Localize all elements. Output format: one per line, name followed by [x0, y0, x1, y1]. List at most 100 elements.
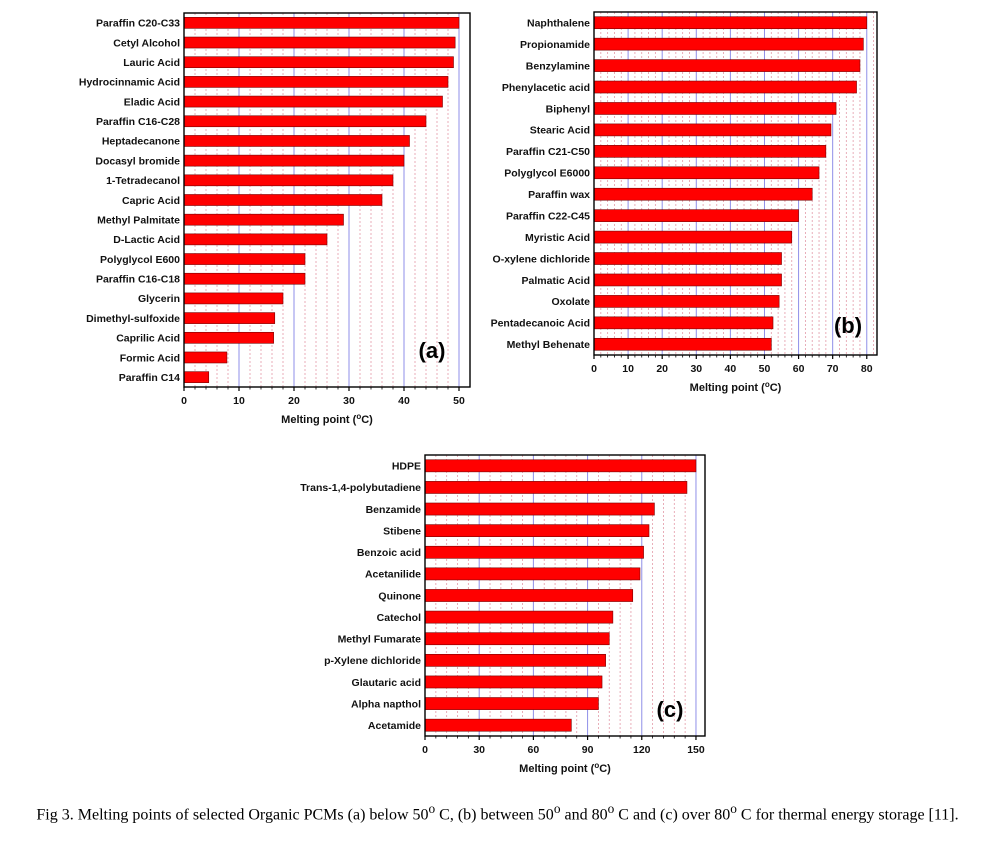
- bar: [424, 675, 603, 689]
- category-label: Biphenyl: [546, 103, 590, 115]
- x-axis-label-text: Melting point (: [281, 414, 356, 426]
- x-axis-label-text: Melting point (: [519, 763, 594, 775]
- category-label: Quinone: [378, 590, 421, 602]
- category-label: D-Lactic Acid: [113, 234, 180, 246]
- bar: [424, 481, 688, 494]
- x-axis-label-degree: o: [594, 761, 599, 770]
- category-label: Glycerin: [138, 293, 180, 305]
- bar: [593, 145, 827, 158]
- x-tick-label: 30: [343, 395, 355, 407]
- category-label: Stibene: [383, 525, 421, 537]
- x-axis-label-unit: C): [361, 414, 373, 426]
- caption-text-1: Fig 3. Melting points of selected Organi…: [36, 806, 429, 824]
- category-label: Paraffin C16-C28: [96, 116, 180, 128]
- x-tick-label: 80: [861, 363, 873, 375]
- x-axis-label-degree: o: [356, 412, 361, 421]
- category-label: Paraffin C14: [119, 372, 180, 384]
- bar: [424, 610, 614, 624]
- x-tick-label: 20: [288, 395, 300, 407]
- caption-degree-3: o: [607, 801, 615, 816]
- caption-degree-4: o: [730, 801, 737, 816]
- category-label: Paraffin C21-C50: [506, 146, 590, 158]
- category-label: Pentadecanoic Acid: [491, 318, 590, 330]
- bar: [593, 59, 861, 72]
- x-tick-label: 30: [473, 744, 485, 756]
- category-label: Benzylamine: [526, 60, 590, 72]
- x-tick-label: 30: [690, 363, 702, 375]
- bar: [424, 589, 634, 602]
- caption-text-2: C, (b) between 50: [435, 806, 554, 824]
- category-label: Acetanilide: [365, 569, 421, 581]
- x-tick-label: 50: [759, 363, 771, 375]
- bar: [424, 459, 697, 473]
- category-label: Polyglycol E600: [100, 254, 180, 266]
- category-label: Cetyl Alcohol: [113, 37, 180, 49]
- category-label: Paraffin C20-C33: [96, 18, 180, 30]
- x-axis-label-unit: C): [770, 382, 782, 394]
- bar: [593, 123, 832, 137]
- category-label: Trans-1,4-polybutadiene: [300, 482, 421, 494]
- bar: [593, 166, 820, 180]
- category-label: Glautaric acid: [352, 677, 421, 689]
- x-axis-label-degree: o: [765, 380, 770, 389]
- category-label: Capric Acid: [122, 195, 180, 207]
- caption-text-4: C and (c) over 80: [614, 806, 731, 824]
- x-axis-label: Melting point (oC): [690, 380, 782, 394]
- category-label: Methyl Fumarate: [338, 634, 422, 646]
- x-tick-label: 150: [687, 744, 705, 756]
- category-label: Naphthalene: [527, 18, 590, 30]
- bar: [593, 16, 868, 30]
- plot-frame: [593, 11, 878, 356]
- x-tick-label: 10: [233, 395, 245, 407]
- x-tick-label: 90: [582, 744, 594, 756]
- category-label: Hydrocinnamic Acid: [79, 77, 180, 89]
- category-label: Methyl Palmitate: [97, 214, 180, 226]
- bar: [593, 209, 799, 222]
- category-label: Benzoic acid: [357, 547, 421, 559]
- x-axis-label: Melting point (oC): [519, 761, 611, 775]
- category-label: Polyglycol E6000: [504, 168, 590, 180]
- bar: [593, 316, 774, 330]
- x-tick-label: 10: [622, 363, 634, 375]
- bar: [424, 502, 655, 516]
- category-label: Palmatic Acid: [522, 275, 590, 287]
- category-label: Lauric Acid: [123, 57, 180, 69]
- bar: [593, 37, 864, 51]
- x-tick-label: 60: [793, 363, 805, 375]
- caption-text-3: and 80: [560, 806, 608, 824]
- x-axis-label-unit: C): [599, 763, 611, 775]
- category-label: Paraffin C22-C45: [506, 210, 590, 222]
- figure-caption: Fig 3. Melting points of selected Organi…: [0, 798, 995, 826]
- category-label: Phenylacetic acid: [502, 82, 590, 94]
- x-axis-label-text: Melting point (: [690, 382, 765, 394]
- category-label: Alpha napthol: [351, 698, 421, 710]
- caption-degree-1: o: [428, 801, 436, 816]
- caption-degree-2: o: [553, 801, 561, 816]
- category-label: Catechol: [377, 612, 421, 624]
- bar: [424, 632, 610, 646]
- bar: [424, 545, 644, 559]
- x-tick-label: 0: [181, 395, 187, 407]
- chart-c: HDPE Trans-1,4-polybutadiene Benzamide Stib…: [300, 454, 706, 775]
- bar: [593, 80, 857, 94]
- bar: [424, 653, 606, 667]
- category-label: Docasyl bromide: [95, 155, 180, 167]
- x-tick-label: 20: [656, 363, 668, 375]
- x-tick-label: 50: [453, 395, 465, 407]
- category-label: O-xylene dichloride: [493, 253, 591, 265]
- category-label: Heptadecanone: [102, 136, 180, 148]
- x-tick-label: 0: [591, 363, 597, 375]
- x-tick-label: 60: [528, 744, 540, 756]
- category-label: Acetamide: [368, 720, 421, 732]
- panel-label: (b): [834, 313, 862, 338]
- category-label: Paraffin C16-C18: [96, 274, 180, 286]
- category-label: Propionamide: [520, 39, 590, 51]
- caption-text-5: C for thermal energy storage [11].: [736, 806, 959, 824]
- category-label: Benzamide: [366, 504, 422, 516]
- bar: [424, 718, 572, 732]
- category-label: Methyl Behenate: [507, 339, 591, 351]
- chart-a: Paraffin C20-C33 Cetyl Alcohol Lauric Acid…: [79, 12, 471, 426]
- category-label: Myristic Acid: [525, 232, 590, 244]
- chart-b: Naphthalene Propionamide Benzylamine Phenyl…: [491, 11, 878, 394]
- category-label: p-Xylene dichloride: [324, 655, 421, 667]
